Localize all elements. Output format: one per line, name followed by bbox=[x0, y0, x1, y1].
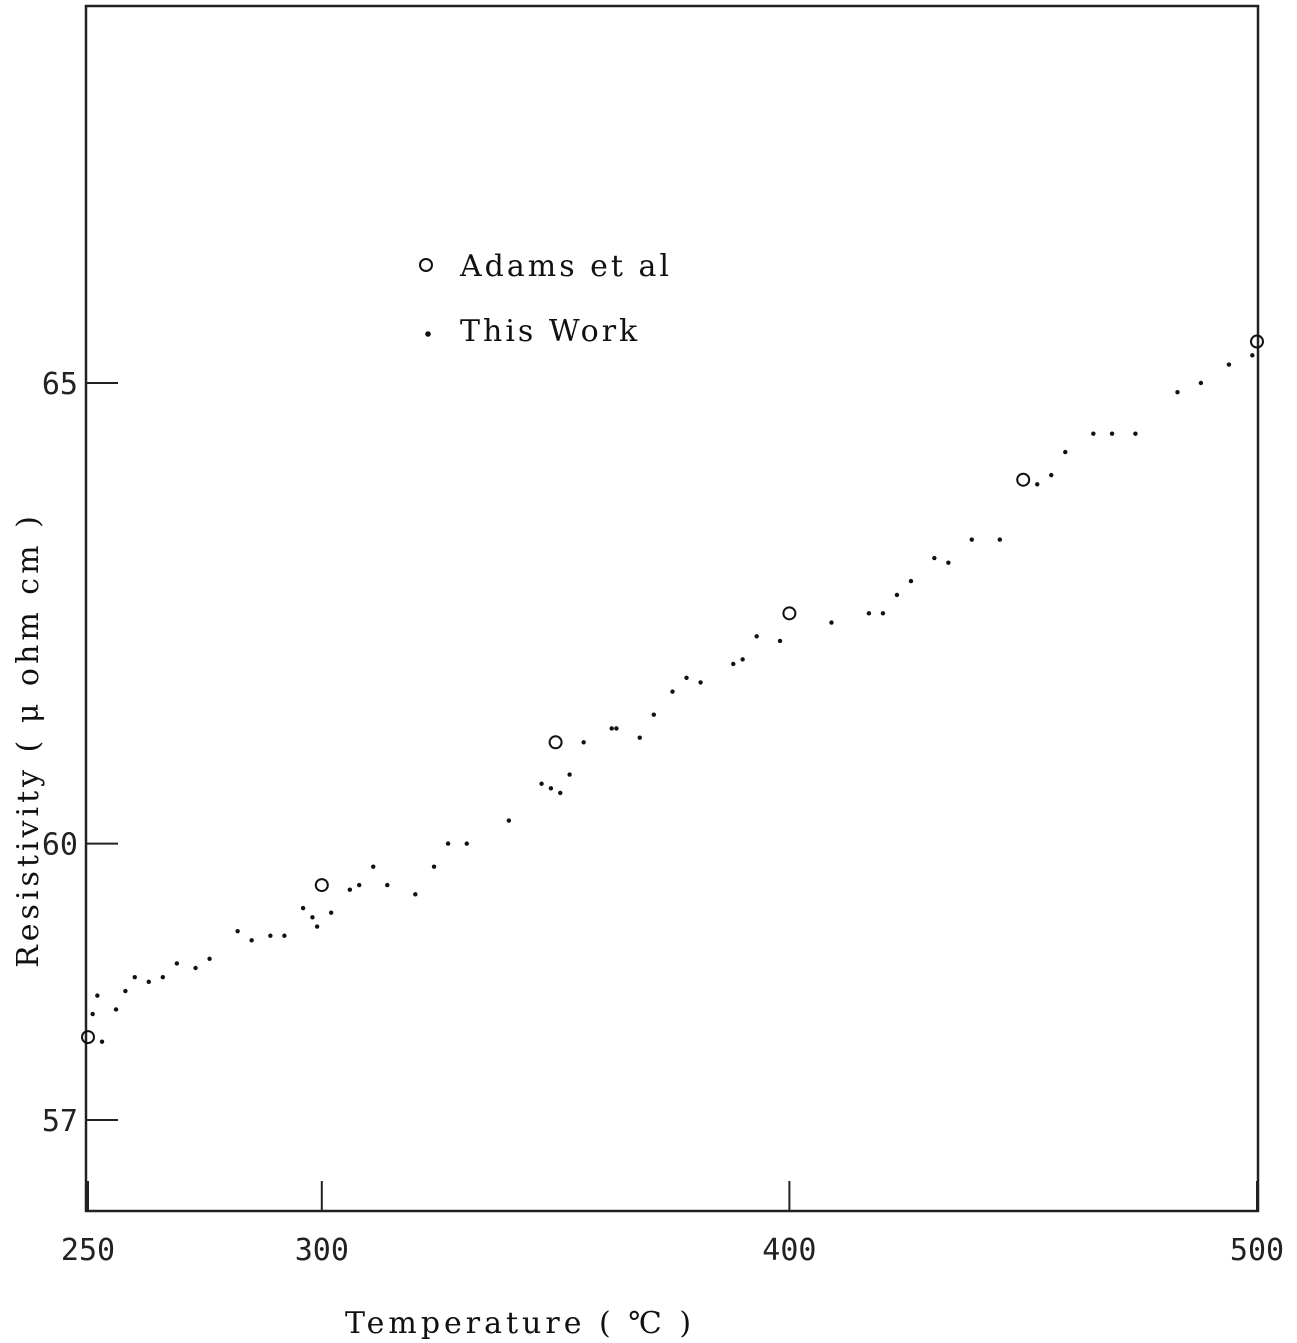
y-tick-label: 60 bbox=[42, 828, 78, 863]
y-tick-label: 65 bbox=[42, 367, 78, 402]
legend-label-adams: Adams et al bbox=[459, 249, 672, 284]
x-axis-title: Temperature ( ℃ ) bbox=[345, 1306, 695, 1341]
this-work-point bbox=[464, 841, 469, 846]
adams-point bbox=[1250, 334, 1264, 349]
this-work-point bbox=[1250, 353, 1255, 358]
this-work-point bbox=[95, 993, 100, 998]
legend-label-this-work: This Work bbox=[460, 314, 640, 349]
this-work-point bbox=[932, 555, 937, 561]
adams-point bbox=[782, 606, 797, 621]
this-work-point bbox=[1133, 431, 1138, 436]
this-work-point bbox=[268, 933, 273, 938]
this-work-point bbox=[684, 675, 689, 680]
this-work-point bbox=[174, 961, 180, 966]
this-work-point bbox=[347, 887, 353, 892]
this-work-point bbox=[558, 790, 563, 796]
this-work-point bbox=[637, 735, 642, 740]
this-work-point bbox=[1198, 380, 1204, 386]
adams-point bbox=[81, 1030, 95, 1045]
this-work-point bbox=[614, 726, 619, 731]
y-axis-title: Resistivity ( μ ohm cm ) bbox=[11, 512, 46, 968]
this-work-point bbox=[740, 657, 745, 662]
this-work-point bbox=[908, 578, 914, 584]
this-work-point bbox=[506, 818, 512, 823]
adams-point bbox=[314, 878, 329, 893]
plot-frame bbox=[84, 4, 1260, 1213]
this-work-point bbox=[609, 726, 614, 731]
this-work-point bbox=[249, 938, 254, 943]
this-work-point bbox=[1035, 482, 1040, 487]
this-work-point bbox=[651, 712, 656, 717]
this-work-point bbox=[445, 841, 451, 846]
this-work-point bbox=[99, 1039, 105, 1044]
x-tick-label: 400 bbox=[762, 1233, 816, 1268]
this-work-point bbox=[581, 740, 586, 745]
x-tick-label: 250 bbox=[61, 1233, 115, 1268]
this-work-point bbox=[1109, 431, 1115, 436]
this-work-point bbox=[777, 638, 783, 644]
adams-point bbox=[1016, 472, 1031, 487]
this-work-point bbox=[146, 979, 151, 985]
adams-point bbox=[548, 735, 563, 750]
legend-marker-adams bbox=[419, 258, 433, 272]
this-work-point bbox=[670, 689, 675, 694]
this-work-point bbox=[1175, 390, 1180, 395]
this-work-point bbox=[539, 781, 544, 786]
this-work-point bbox=[207, 956, 212, 961]
this-work-point bbox=[90, 1011, 95, 1017]
this-work-point bbox=[946, 560, 951, 565]
this-work-point bbox=[997, 537, 1003, 542]
this-work-point bbox=[113, 1007, 119, 1012]
x-tick-label: 500 bbox=[1230, 1233, 1284, 1268]
this-work-point bbox=[894, 592, 900, 598]
x-axis-ticks: 250 300 400 500 bbox=[61, 1181, 1284, 1268]
this-work-point bbox=[1063, 449, 1068, 455]
this-work-point bbox=[160, 975, 166, 980]
this-work-point bbox=[880, 611, 886, 616]
this-work-point bbox=[731, 661, 736, 667]
this-work-point bbox=[567, 772, 572, 777]
this-work-point bbox=[193, 965, 198, 971]
legend-marker-this-work bbox=[425, 331, 431, 337]
this-work-point bbox=[866, 611, 872, 616]
x-tick-label: 300 bbox=[295, 1233, 349, 1268]
this-work-point bbox=[300, 905, 306, 911]
legend: Adams et al This Work bbox=[419, 249, 672, 349]
this-work-point bbox=[123, 988, 128, 994]
this-work-point bbox=[1049, 472, 1054, 478]
this-work-point bbox=[310, 915, 315, 920]
this-work-point bbox=[132, 975, 137, 980]
this-work-point bbox=[754, 634, 759, 639]
series-adams-et-al bbox=[81, 334, 1264, 1045]
y-axis-ticks: 57 60 65 bbox=[42, 367, 118, 1139]
this-work-point bbox=[548, 786, 554, 791]
this-work-point bbox=[385, 882, 390, 888]
this-work-point bbox=[1226, 362, 1232, 367]
series-this-work bbox=[90, 353, 1255, 1044]
this-work-point bbox=[235, 928, 240, 934]
this-work-point bbox=[698, 680, 703, 685]
this-work-point bbox=[1091, 431, 1096, 436]
this-work-point bbox=[357, 882, 362, 888]
this-work-point bbox=[314, 924, 320, 929]
this-work-point bbox=[431, 864, 437, 869]
y-tick-label: 57 bbox=[42, 1104, 78, 1139]
this-work-point bbox=[282, 933, 287, 938]
this-work-point bbox=[413, 892, 418, 897]
this-work-point bbox=[328, 910, 334, 915]
this-work-point bbox=[829, 620, 834, 625]
this-work-point bbox=[371, 864, 376, 869]
this-work-point bbox=[969, 537, 974, 542]
